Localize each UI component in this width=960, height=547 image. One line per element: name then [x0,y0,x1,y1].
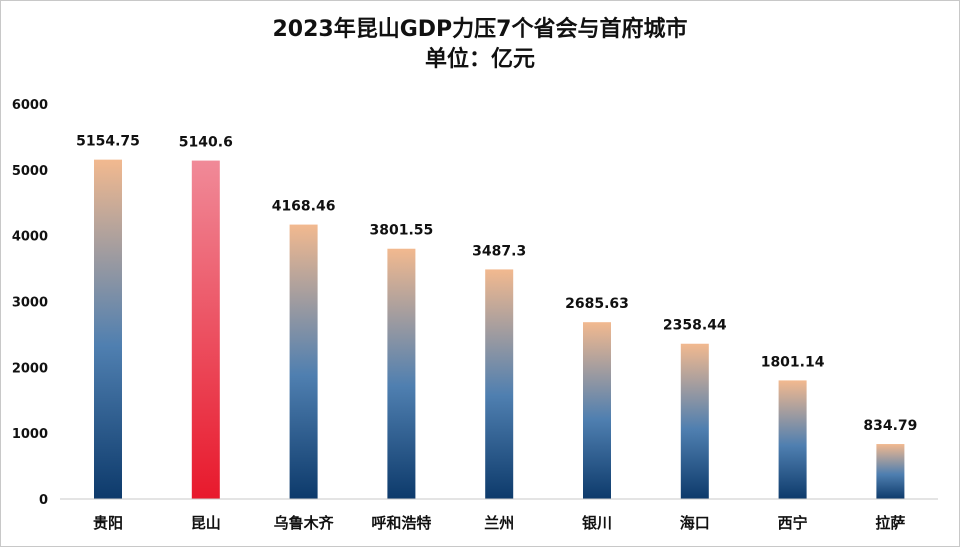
x-tick-label: 拉萨 [875,514,905,532]
data-label: 4168.46 [272,199,336,215]
bar-西宁 [778,380,807,499]
y-axis: 0 1000 2000 3000 4000 5000 6000 [12,98,48,508]
data-label: 5154.75 [76,134,140,150]
x-tick-label: 海口 [680,514,710,532]
bar-乌鲁木齐 [289,224,318,499]
x-tick-label: 兰州 [484,514,514,532]
data-labels: 5154.75 5140.6 4168.46 3801.55 3487.3 2685.63… [76,134,917,434]
x-tick-label: 西宁 [778,514,808,532]
bar-贵阳 [94,159,122,499]
bar-银川 [583,322,611,499]
y-tick-label: 0 [39,493,48,508]
chart-title: 2023年昆山GDP力压7个省会与首府城市 [272,17,688,42]
bar-兰州 [485,269,514,499]
bar-拉萨 [876,444,905,499]
data-label: 834.79 [863,418,917,434]
data-label: 1801.14 [761,354,825,370]
y-tick-label: 3000 [12,296,48,311]
bars [94,159,905,500]
x-tick-label: 贵阳 [93,514,123,532]
data-label: 3801.55 [370,223,434,239]
data-label: 5140.6 [179,135,233,151]
y-tick-label: 5000 [12,164,48,179]
x-tick-label: 呼和浩特 [371,514,431,532]
x-tick-label: 昆山 [191,514,221,532]
y-tick-label: 1000 [12,427,48,442]
bar-昆山 [191,160,220,500]
data-label: 2685.63 [565,296,629,312]
bar-呼和浩特 [387,248,416,499]
x-axis: 贵阳 昆山 乌鲁木齐 呼和浩特 兰州 银川 海口 西宁 拉萨 [60,498,938,532]
x-tick-label: 银川 [582,514,612,532]
data-label: 3487.3 [472,243,526,259]
chart-subtitle: 单位：亿元 [424,47,535,72]
y-tick-label: 2000 [12,361,48,376]
y-tick-label: 6000 [12,98,48,113]
bar-海口 [680,343,709,499]
y-tick-label: 4000 [12,230,48,245]
data-label: 2358.44 [663,318,727,334]
x-tick-label: 乌鲁木齐 [274,514,335,532]
